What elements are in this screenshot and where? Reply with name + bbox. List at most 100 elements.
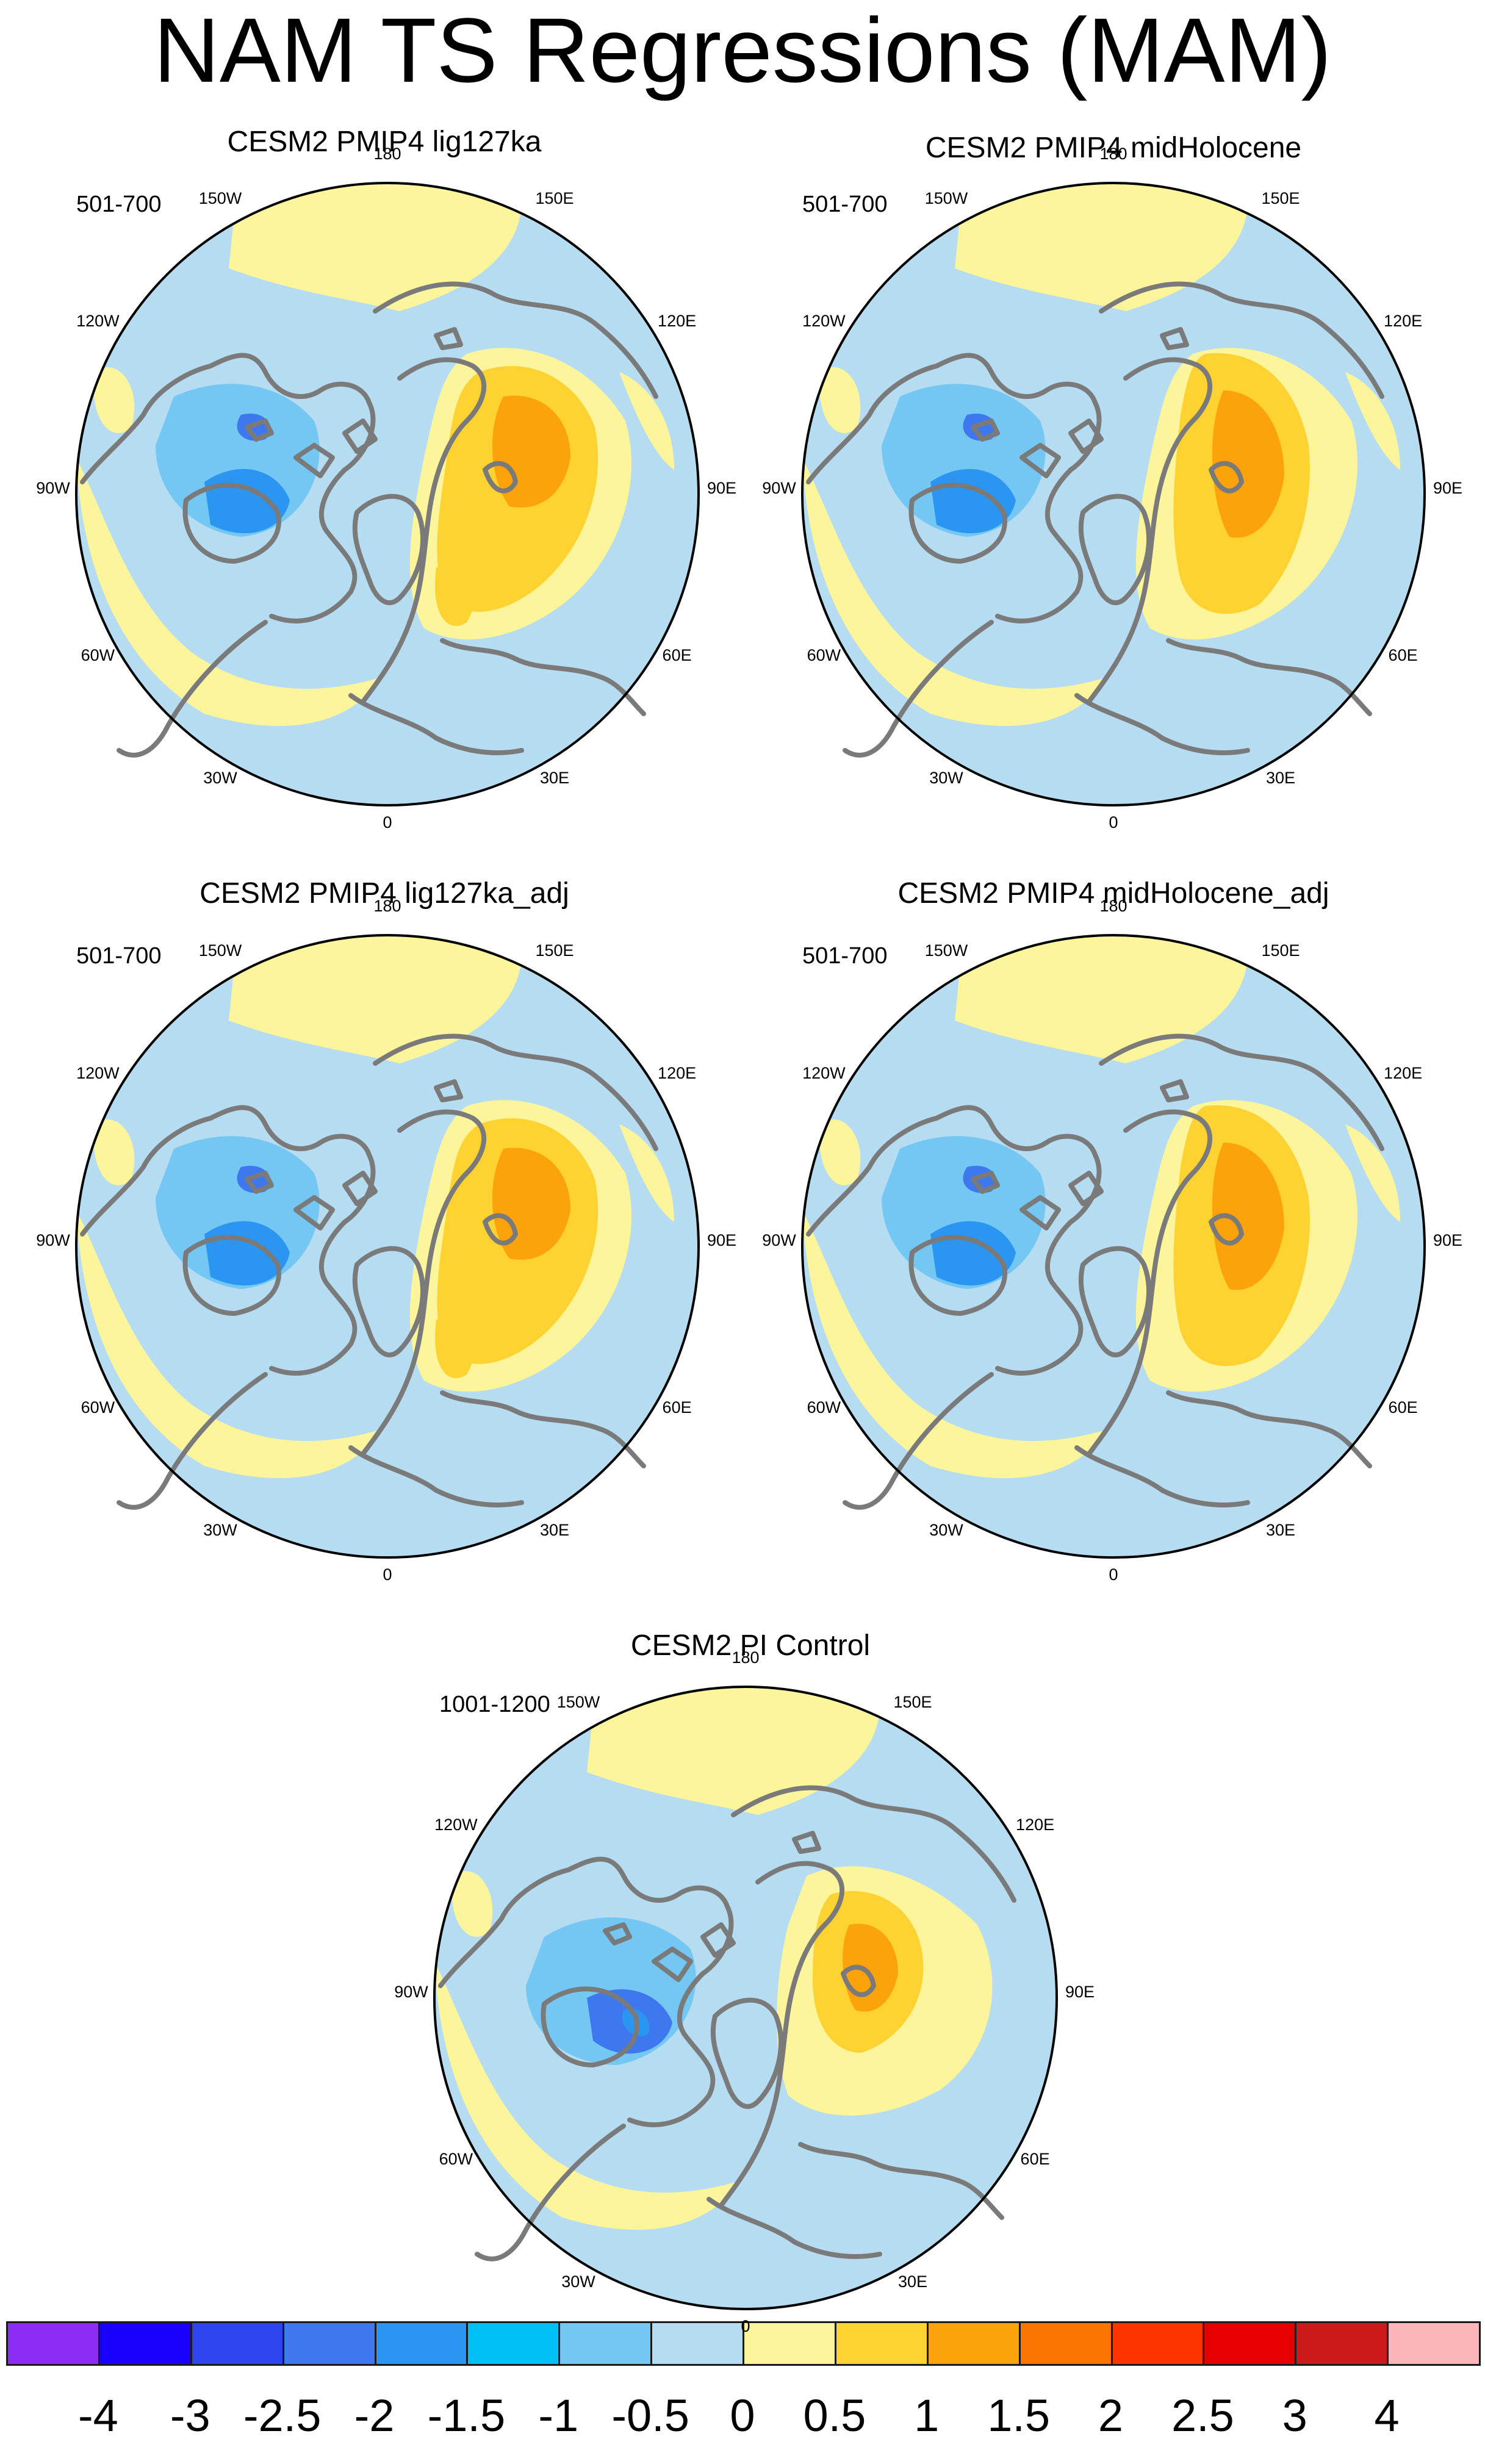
longitude-label: 90E — [707, 479, 737, 497]
longitude-label: 0 — [1109, 813, 1118, 832]
colorbar-swatch — [650, 2321, 744, 2366]
colorbar-swatch — [466, 2321, 561, 2366]
panel-title-midHolocene-adj: CESM2 PMIP4 midHolocene_adj — [897, 877, 1329, 910]
longitude-label: 120W — [76, 1064, 120, 1082]
longitude-label: 30E — [539, 1520, 570, 1539]
colorbar-swatch — [282, 2321, 376, 2366]
longitude-label: 30E — [1265, 1520, 1296, 1539]
panel-title-lig127ka: CESM2 PMIP4 lig127ka — [227, 126, 542, 158]
longitude-label: 150E — [893, 1693, 932, 1712]
longitude-label: 150W — [198, 189, 242, 208]
colorbar-label: -1 — [538, 2390, 579, 2441]
longitude-label: 180 — [1099, 897, 1127, 915]
longitude-label: 150E — [1261, 941, 1300, 960]
colorbar-swatch — [926, 2321, 1021, 2366]
longitude-label: 30W — [203, 768, 237, 787]
polar-map-lig127ka — [75, 182, 700, 806]
longitude-label: 60E — [662, 646, 692, 664]
colorbar-swatch — [6, 2321, 100, 2366]
longitude-label: 120E — [1384, 312, 1423, 330]
longitude-label: 60E — [1020, 2150, 1050, 2168]
panel-title-lig127ka-adj: CESM2 PMIP4 lig127ka_adj — [200, 877, 569, 910]
longitude-label: 30E — [1265, 768, 1296, 787]
colorbar-swatch — [190, 2321, 284, 2366]
longitude-label: 120W — [434, 1816, 478, 1834]
polar-map-pi-control — [433, 1686, 1058, 2310]
longitude-label: 180 — [373, 145, 401, 163]
longitude-label: 150W — [924, 189, 968, 208]
colorbar-label: 3 — [1282, 2390, 1307, 2441]
polar-map-midHolocene — [801, 182, 1426, 806]
colorbar-swatch — [98, 2321, 192, 2366]
colorbar-label: 2 — [1098, 2390, 1124, 2441]
longitude-label: 30E — [539, 768, 570, 787]
longitude-label: 150W — [556, 1693, 600, 1712]
longitude-label: 60W — [807, 646, 841, 664]
longitude-label: 30W — [561, 2272, 595, 2291]
colorbar-swatch — [1203, 2321, 1297, 2366]
longitude-label: 90W — [36, 1231, 70, 1249]
colorbar-swatch — [743, 2321, 836, 2366]
colorbar-swatch — [374, 2321, 469, 2366]
longitude-label: 0 — [383, 813, 392, 832]
longitude-label: 180 — [1099, 145, 1127, 163]
colorbar-label: -3 — [170, 2390, 210, 2441]
panel-title-midHolocene: CESM2 PMIP4 midHolocene — [925, 132, 1302, 164]
longitude-label: 90W — [762, 479, 796, 497]
colorbar-label: -0.5 — [611, 2390, 689, 2441]
panel-years-lig127ka-adj: 501-700 — [76, 943, 162, 969]
panel-years-pi-control: 1001-1200 — [439, 1692, 550, 1717]
longitude-label: 30W — [929, 768, 963, 787]
longitude-label: 60W — [81, 646, 115, 664]
longitude-label: 120W — [802, 312, 846, 330]
longitude-label: 150W — [198, 941, 242, 960]
longitude-label: 90E — [1433, 1231, 1463, 1249]
longitude-label: 120W — [802, 1064, 846, 1082]
colorbar-label: -2.5 — [243, 2390, 322, 2441]
colorbar-swatch — [558, 2321, 653, 2366]
longitude-label: 120W — [76, 312, 120, 330]
colorbar-label: 4 — [1374, 2390, 1400, 2441]
longitude-label: 0 — [1109, 1565, 1118, 1584]
colorbar-swatch — [834, 2321, 929, 2366]
longitude-label: 30E — [897, 2272, 928, 2291]
panel-years-lig127ka: 501-700 — [76, 192, 162, 217]
colorbar-label: 2.5 — [1171, 2390, 1234, 2441]
panel-title-pi-control: CESM2 PI Control — [630, 1629, 871, 1662]
colorbar-label: -2 — [354, 2390, 395, 2441]
colorbar-swatch — [1295, 2321, 1389, 2366]
longitude-label: 60E — [1388, 646, 1418, 664]
panel-years-midHolocene: 501-700 — [802, 192, 888, 217]
figure-title: NAM TS Regressions (MAM) — [153, 0, 1332, 101]
longitude-label: 90W — [36, 479, 70, 497]
colorbar-swatch — [1387, 2321, 1481, 2366]
longitude-label: 90W — [394, 1983, 428, 2001]
colorbar-label: 0 — [730, 2390, 755, 2441]
longitude-label: 120E — [1016, 1816, 1055, 1834]
longitude-label: 150E — [535, 941, 574, 960]
colorbar-swatch — [1018, 2321, 1113, 2366]
longitude-label: 180 — [732, 1648, 760, 1667]
longitude-label: 120E — [1384, 1064, 1423, 1082]
longitude-label: 0 — [741, 2317, 750, 2335]
longitude-label: 60W — [81, 1398, 115, 1417]
longitude-label: 60W — [439, 2150, 473, 2168]
colorbar-label: 1 — [914, 2390, 940, 2441]
longitude-label: 120E — [658, 312, 697, 330]
longitude-label: 90E — [1433, 479, 1463, 497]
colorbar-label: -1.5 — [427, 2390, 506, 2441]
longitude-label: 90W — [762, 1231, 796, 1249]
longitude-label: 150E — [535, 189, 574, 208]
longitude-label: 90E — [707, 1231, 737, 1249]
colorbar: -4 -3 -2.5 -2 -1.5 -1 -0.5 0 0.5 1 1.5 2 2.5 3 4 — [6, 2321, 1481, 2463]
longitude-label: 180 — [373, 897, 401, 915]
colorbar-label: -4 — [77, 2390, 118, 2441]
longitude-label: 150W — [924, 941, 968, 960]
longitude-label: 90E — [1065, 1983, 1095, 2001]
polar-map-lig127ka-adj — [75, 934, 700, 1559]
longitude-label: 0 — [383, 1565, 392, 1584]
longitude-label: 60W — [807, 1398, 841, 1417]
longitude-label: 150E — [1261, 189, 1300, 208]
longitude-label: 30W — [929, 1520, 963, 1539]
longitude-label: 60E — [662, 1398, 692, 1417]
